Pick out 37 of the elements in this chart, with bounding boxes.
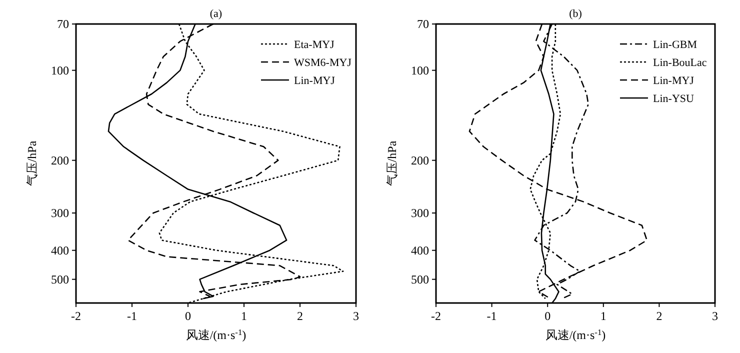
x-tick-label: 2 <box>656 309 662 323</box>
y-axis-title: 气压/hPa <box>385 140 399 186</box>
legend-label: Lin-GBM <box>653 39 698 51</box>
legend-label: Lin-BouLac <box>653 57 707 69</box>
chart-title: (a) <box>210 8 222 20</box>
y-axis-title: 气压/hPa <box>25 140 39 186</box>
y-tick-label: 200 <box>51 153 69 168</box>
chart-title: (b) <box>569 8 582 20</box>
x-tick-label: 0 <box>544 309 551 323</box>
legend-label: WSM6-MYJ <box>294 57 352 69</box>
x-tick-label: 1 <box>241 309 247 323</box>
x-tick-label: -1 <box>127 309 137 323</box>
legend-label: Lin-YSU <box>653 93 694 105</box>
y-tick-label: 400 <box>411 243 429 258</box>
y-tick-label: 500 <box>411 272 429 286</box>
x-tick-label: 3 <box>712 309 718 323</box>
y-tick-label: 100 <box>51 63 69 78</box>
y-tick-label: 500 <box>51 272 69 286</box>
x-tick-label: -2 <box>71 309 81 323</box>
legend-label: Lin-MYJ <box>294 75 336 87</box>
legend-label: Eta-MYJ <box>294 39 336 51</box>
x-axis-title: 风速/(m·s$^{-1}$) <box>545 328 606 342</box>
y-tick-label: 70 <box>417 17 429 31</box>
y-tick-label: 300 <box>411 206 429 220</box>
x-tick-label: -2 <box>431 309 441 323</box>
legend-label: Lin-MYJ <box>653 75 695 87</box>
x-tick-label: 3 <box>353 309 359 323</box>
y-tick-label: 100 <box>411 63 429 78</box>
y-tick-label: 200 <box>411 153 429 168</box>
x-tick-label: 0 <box>185 309 191 323</box>
x-tick-label: 1 <box>600 309 606 323</box>
x-tick-label: -1 <box>486 309 497 323</box>
x-axis-title: 风速/(m·s$^{-1}$) <box>186 328 246 342</box>
x-tick-label: 2 <box>297 309 303 323</box>
y-tick-label: 400 <box>51 243 69 258</box>
y-tick-label: 300 <box>51 206 69 220</box>
y-tick-label: 70 <box>57 17 69 31</box>
